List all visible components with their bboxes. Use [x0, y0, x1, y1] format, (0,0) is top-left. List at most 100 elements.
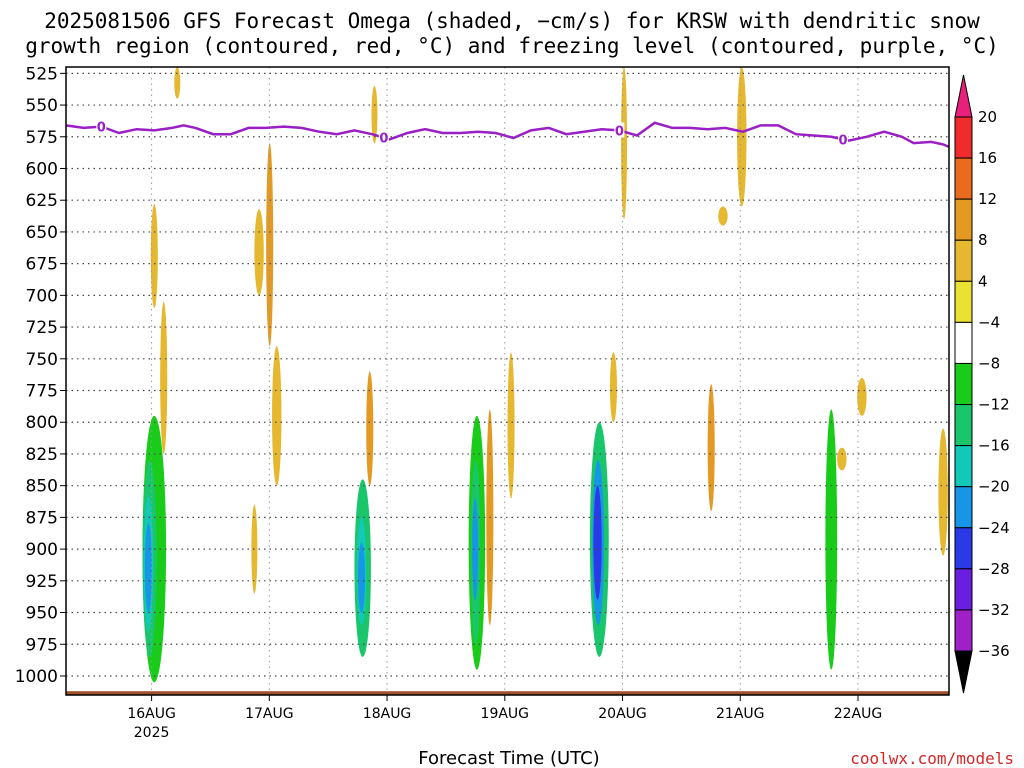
- freezing-label-bg-0: [96, 118, 107, 134]
- chart-title-line-2: growth region (contoured, red, °C) and f…: [25, 34, 999, 58]
- colorbar-bottom-arrow: [954, 650, 973, 694]
- freezing-label-bg-3: [838, 131, 849, 147]
- positive-omega-region-4: [272, 346, 282, 486]
- freezing-level-label-3: 0: [839, 133, 848, 148]
- x-tick-label-4: 20AUG: [598, 706, 647, 722]
- omega-region-21: [393, 210, 401, 302]
- x-tick-label-1: 17AUG: [245, 706, 294, 722]
- colorbar-label-12: −32: [978, 601, 1010, 619]
- positive-omega-region-11: [621, 67, 628, 220]
- positive-omega-region-9: [507, 352, 515, 499]
- colorbar-bin-7: [954, 404, 973, 447]
- y-tick-label-825: 825: [26, 445, 58, 465]
- positive-omega-region-16: [938, 428, 948, 556]
- omega-region-22: [405, 428, 413, 651]
- colorbar-top-arrow: [954, 74, 973, 118]
- colorbar-label-6: −8: [978, 354, 1000, 372]
- x-tick-sublabel-0: 2025: [134, 725, 170, 741]
- y-tick-label-975: 975: [26, 635, 58, 655]
- freezing-level-label-0: 0: [97, 121, 106, 136]
- y-tick-label-575: 575: [26, 128, 58, 148]
- omega-region-20: [299, 132, 311, 277]
- chart-title-line-1: 2025081506 GFS Forecast Omega (shaded, −…: [44, 9, 980, 33]
- freezing-level-label-1: 0: [379, 132, 388, 147]
- omega-region-15: [825, 409, 838, 670]
- colorbar-label-3: 8: [978, 231, 988, 249]
- colorbar-bin-5: [954, 321, 973, 364]
- positive-omega-region-18: [718, 206, 728, 226]
- colorbar-bin-0: [954, 116, 973, 159]
- x-tick-label-2: 18AUG: [363, 706, 412, 722]
- y-tick-label-600: 600: [26, 159, 58, 179]
- plot-background: [66, 67, 949, 695]
- freezing-level-label-2: 0: [615, 124, 624, 139]
- positive-omega-region-17: [174, 67, 181, 99]
- positive-omega-region-13: [737, 66, 747, 207]
- omega-region-23: [492, 66, 499, 245]
- y-tick-label-900: 900: [26, 540, 58, 560]
- y-tick-label-525: 525: [26, 64, 58, 84]
- omega-region-25: [571, 460, 578, 524]
- colorbar-bin-2: [954, 198, 973, 241]
- positive-omega-region-10: [609, 352, 617, 423]
- y-tick-label-625: 625: [26, 191, 58, 211]
- omega-region-14: [593, 485, 602, 600]
- y-tick-label-850: 850: [26, 477, 58, 497]
- y-tick-label-775: 775: [26, 382, 58, 402]
- colorbar-label-10: −24: [978, 519, 1010, 537]
- y-tick-label-675: 675: [26, 255, 58, 275]
- omega-region-19: [180, 140, 187, 290]
- y-tick-label-925: 925: [26, 572, 58, 592]
- positive-omega-region-12: [707, 384, 715, 512]
- colorbar-label-7: −12: [978, 396, 1010, 414]
- colorbar-bin-11: [954, 568, 973, 611]
- plot-frame: [65, 66, 950, 696]
- colorbar-label-2: 12: [978, 190, 997, 208]
- colorbar-label-9: −20: [978, 478, 1010, 496]
- colorbar-label-4: 4: [978, 272, 988, 290]
- colorbar-label-11: −28: [978, 560, 1010, 578]
- colorbar-label-13: −36: [978, 642, 1010, 660]
- colorbar-bin-6: [954, 362, 973, 406]
- positive-omega-region-2: [254, 209, 264, 296]
- credit-text: coolwx.com/models: [850, 749, 1014, 768]
- y-tick-label-650: 650: [26, 223, 58, 243]
- y-tick-label-700: 700: [26, 286, 58, 306]
- colorbar-bin-9: [954, 486, 973, 529]
- omega-region-26: [913, 606, 924, 626]
- colorbar-bin-8: [954, 445, 973, 488]
- omega-region-16: [699, 460, 709, 654]
- freezing-label-bg-1: [378, 129, 389, 145]
- y-tick-label-750: 750: [26, 350, 58, 370]
- x-tick-label-0: 16AUG: [127, 706, 176, 722]
- omega-region-10: [472, 498, 479, 600]
- colorbar-label-8: −16: [978, 437, 1010, 455]
- colorbar-bin-10: [954, 527, 973, 570]
- positive-omega-region-7: [371, 86, 378, 144]
- colorbar-label-1: 16: [978, 149, 997, 167]
- x-axis-title: Forecast Time (UTC): [418, 748, 599, 768]
- colorbar-bin-3: [954, 239, 973, 282]
- positive-omega-region-3: [266, 143, 274, 347]
- x-tick-label-3: 19AUG: [481, 706, 530, 722]
- colorbar-bin-12: [954, 609, 973, 652]
- positive-omega-region-0: [150, 204, 158, 309]
- x-tick-label-5: 21AUG: [716, 706, 765, 722]
- freezing-label-bg-2: [614, 122, 625, 138]
- y-tick-label-725: 725: [26, 318, 58, 338]
- omega-region-7: [357, 542, 366, 613]
- omega-region-3: [144, 523, 152, 613]
- colorbar-bin-4: [954, 280, 973, 323]
- positive-omega-region-1: [160, 301, 168, 454]
- y-tick-label-875: 875: [26, 508, 58, 528]
- positive-omega-region-15: [857, 377, 867, 416]
- y-tick-label-950: 950: [26, 604, 58, 624]
- colorbar-label-5: −4: [978, 313, 1000, 331]
- y-tick-label-550: 550: [26, 96, 58, 116]
- positive-omega-region-14: [837, 447, 847, 471]
- positive-omega-region-6: [366, 371, 374, 486]
- y-tick-label-1000: 1000: [15, 667, 58, 687]
- terrain-strip: [66, 691, 949, 695]
- x-tick-label-6: 22AUG: [834, 706, 883, 722]
